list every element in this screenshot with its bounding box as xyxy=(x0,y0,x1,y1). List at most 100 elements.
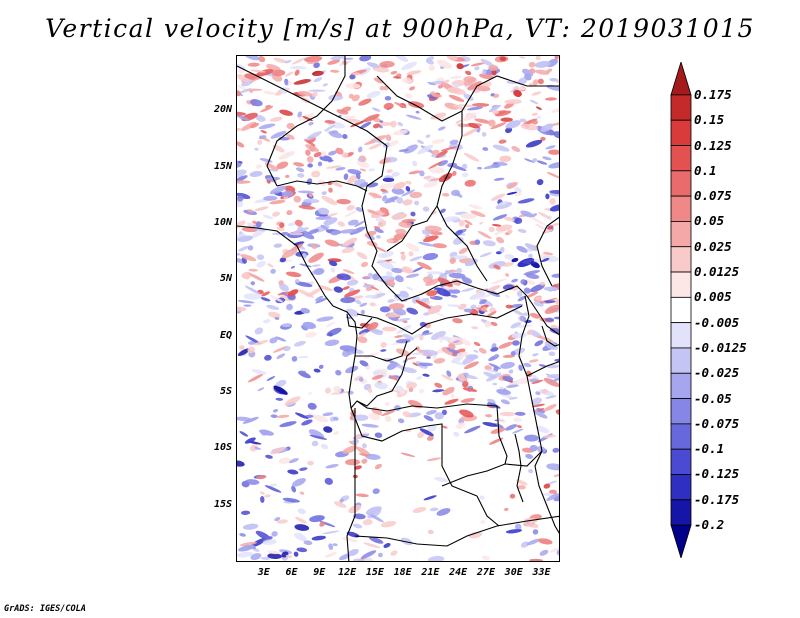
velocity-blob xyxy=(358,98,372,106)
velocity-blob xyxy=(454,229,463,236)
velocity-blob xyxy=(545,145,556,150)
latitude-label: EQ xyxy=(219,329,232,341)
velocity-blob xyxy=(289,232,304,236)
velocity-blob xyxy=(354,433,363,440)
velocity-blob xyxy=(255,163,263,169)
border-line xyxy=(355,340,408,362)
velocity-blob xyxy=(322,412,334,417)
velocity-blob xyxy=(311,170,321,178)
velocity-blob xyxy=(518,56,526,59)
velocity-blob xyxy=(345,458,360,466)
velocity-blob xyxy=(514,192,523,197)
velocity-blob xyxy=(377,219,387,228)
velocity-blob xyxy=(400,253,406,261)
velocity-blob xyxy=(461,277,473,284)
velocity-blob xyxy=(403,144,418,154)
longitude-label: 33E xyxy=(532,567,551,578)
velocity-blob xyxy=(506,384,519,388)
velocity-blob xyxy=(376,235,381,239)
velocity-blob xyxy=(270,268,276,274)
velocity-blob xyxy=(305,149,311,156)
velocity-blob xyxy=(333,386,342,394)
velocity-blob xyxy=(250,229,265,239)
velocity-blob xyxy=(369,302,376,307)
velocity-blob xyxy=(444,270,453,275)
velocity-blob xyxy=(401,61,418,71)
latitude-label: 5N xyxy=(219,273,232,285)
velocity-blob xyxy=(330,267,335,273)
velocity-blob xyxy=(380,341,387,348)
velocity-blob xyxy=(347,219,359,226)
velocity-blob xyxy=(425,409,437,415)
velocity-blob xyxy=(531,119,538,125)
velocity-blob xyxy=(434,382,443,388)
velocity-blob xyxy=(239,431,249,437)
velocity-blob xyxy=(541,257,550,263)
velocity-blob xyxy=(416,376,423,380)
velocity-blob xyxy=(308,228,320,235)
velocity-blob xyxy=(314,414,329,423)
border-line xyxy=(376,75,463,136)
velocity-blob xyxy=(365,506,382,515)
velocity-blob xyxy=(254,327,264,335)
velocity-blob xyxy=(453,340,460,344)
velocity-blob xyxy=(328,187,333,193)
velocity-blob xyxy=(422,206,430,212)
velocity-blob xyxy=(276,161,289,170)
velocity-blob xyxy=(281,190,294,198)
velocity-blob xyxy=(504,99,522,105)
velocity-blob xyxy=(306,287,323,297)
velocity-blob xyxy=(390,120,397,128)
velocity-blob xyxy=(263,90,277,95)
velocity-blob xyxy=(279,109,293,116)
velocity-blob xyxy=(441,216,459,222)
velocity-blob xyxy=(297,225,304,233)
velocity-blob xyxy=(382,177,395,182)
velocity-blob xyxy=(313,77,323,83)
velocity-blob xyxy=(297,356,309,359)
velocity-blob xyxy=(361,423,379,428)
velocity-blob xyxy=(237,175,248,182)
velocity-blob xyxy=(272,346,287,353)
velocity-blob xyxy=(305,331,317,338)
velocity-blob xyxy=(303,198,320,204)
velocity-blob xyxy=(544,304,559,314)
velocity-blob xyxy=(415,299,432,309)
velocity-blob xyxy=(401,189,416,197)
velocity-blob xyxy=(531,379,544,385)
velocity-blob xyxy=(511,145,521,153)
velocity-blob xyxy=(515,377,532,385)
velocity-blob xyxy=(352,414,369,421)
velocity-blob xyxy=(365,557,373,561)
velocity-blob xyxy=(439,208,446,214)
border-line xyxy=(441,450,543,487)
velocity-blob xyxy=(298,370,307,374)
velocity-blob xyxy=(320,224,329,231)
velocity-blob xyxy=(251,369,267,375)
velocity-blob xyxy=(436,508,451,516)
velocity-blob xyxy=(295,281,313,288)
velocity-blob xyxy=(373,245,387,253)
velocity-blob xyxy=(379,207,389,214)
velocity-blob xyxy=(498,341,513,349)
velocity-blob xyxy=(344,210,357,217)
velocity-blob xyxy=(313,268,325,275)
velocity-blob xyxy=(542,229,553,234)
velocity-blob xyxy=(468,204,483,210)
velocity-blob xyxy=(496,388,511,395)
velocity-blob xyxy=(281,323,292,328)
velocity-blob xyxy=(372,123,380,129)
colorbar-segment xyxy=(670,524,692,558)
velocity-blob xyxy=(295,167,305,173)
velocity-blob xyxy=(381,251,394,258)
velocity-blob xyxy=(335,147,344,155)
velocity-blob xyxy=(499,411,516,417)
velocity-blob xyxy=(496,236,505,244)
velocity-blob xyxy=(329,69,340,73)
velocity-blob xyxy=(481,294,492,298)
velocity-blob xyxy=(237,201,244,208)
velocity-blob xyxy=(525,279,536,286)
velocity-blob xyxy=(493,366,499,372)
velocity-blob xyxy=(267,553,282,560)
velocity-blob xyxy=(393,182,406,190)
